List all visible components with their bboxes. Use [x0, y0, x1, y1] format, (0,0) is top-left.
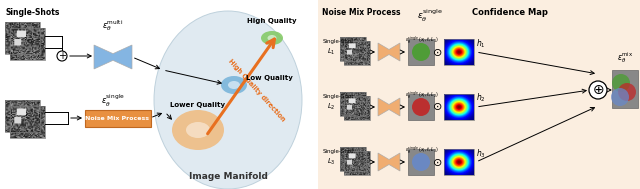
Text: Lower Quality: Lower Quality [170, 102, 225, 108]
Bar [340, 147, 366, 171]
Ellipse shape [186, 122, 210, 138]
Circle shape [612, 74, 630, 92]
Text: $\epsilon_\theta^{\mathrm{multi}}$: $\epsilon_\theta^{\mathrm{multi}}$ [102, 18, 124, 33]
Ellipse shape [268, 35, 276, 41]
Ellipse shape [228, 81, 240, 89]
Text: Single-Shot: Single-Shot [323, 149, 355, 154]
Text: $h_1$: $h_1$ [476, 37, 486, 50]
Bar [340, 37, 366, 61]
Text: Noise Mix Process: Noise Mix Process [85, 115, 149, 121]
Ellipse shape [261, 31, 283, 45]
Bar [5, 100, 40, 132]
Bar [444, 39, 474, 65]
Polygon shape [378, 153, 400, 171]
Circle shape [618, 83, 636, 101]
Circle shape [412, 153, 430, 171]
Text: Single-Shots: Single-Shots [5, 8, 60, 17]
Circle shape [589, 81, 607, 99]
Circle shape [611, 88, 629, 106]
Bar [344, 96, 370, 120]
Text: High Quality direction: High Quality direction [227, 58, 285, 122]
Polygon shape [378, 98, 400, 116]
Bar [340, 92, 366, 116]
Polygon shape [378, 43, 400, 61]
Text: High Quality: High Quality [247, 18, 297, 24]
Text: $\epsilon_\theta^{\mathrm{single}}$: $\epsilon_\theta^{\mathrm{single}}$ [417, 8, 443, 24]
Text: Single-Shot: Single-Shot [323, 94, 355, 99]
Text: $\epsilon_\theta^{\mathrm{single}}(x_i,t,L_1)$: $\epsilon_\theta^{\mathrm{single}}(x_i,t… [404, 35, 439, 46]
Text: Image Manifold: Image Manifold [189, 172, 268, 181]
Bar [408, 39, 434, 65]
Text: $h_3$: $h_3$ [476, 147, 486, 160]
Ellipse shape [172, 110, 224, 150]
Text: +: + [58, 51, 66, 61]
Text: $L_2$: $L_2$ [327, 102, 335, 112]
Ellipse shape [154, 11, 302, 189]
Text: $\odot$: $\odot$ [432, 46, 442, 57]
Bar [318, 0, 640, 189]
FancyBboxPatch shape [84, 109, 150, 126]
Text: $\epsilon_\theta^{\mathrm{mix}}$: $\epsilon_\theta^{\mathrm{mix}}$ [617, 50, 633, 65]
Text: $L_3$: $L_3$ [327, 157, 335, 167]
Bar [344, 41, 370, 65]
Text: $\odot$: $\odot$ [432, 156, 442, 167]
Bar [10, 28, 45, 60]
Text: $L_1$: $L_1$ [327, 47, 335, 57]
Bar [10, 106, 45, 138]
Text: Single-Shot: Single-Shot [323, 39, 355, 44]
Bar [612, 70, 638, 108]
Polygon shape [94, 45, 132, 69]
Bar [344, 151, 370, 175]
Bar [0, 0, 318, 189]
Text: Low Quality: Low Quality [246, 75, 293, 81]
Text: Noise Mix Process: Noise Mix Process [322, 8, 401, 17]
Text: Confidence Map: Confidence Map [472, 8, 548, 17]
Circle shape [412, 43, 430, 61]
Bar [408, 149, 434, 175]
Bar [444, 94, 474, 120]
Bar [408, 94, 434, 120]
Text: $\odot$: $\odot$ [432, 101, 442, 112]
Text: $\epsilon_\theta^{\mathrm{single}}$: $\epsilon_\theta^{\mathrm{single}}$ [101, 93, 125, 109]
Bar [444, 149, 474, 175]
Ellipse shape [221, 76, 247, 94]
Bar [5, 22, 40, 54]
Text: $h_2$: $h_2$ [476, 92, 486, 105]
Text: $\oplus$: $\oplus$ [592, 83, 604, 97]
Circle shape [57, 51, 67, 61]
Text: $\epsilon_\theta^{\mathrm{single}}(x_i,t,L_2)$: $\epsilon_\theta^{\mathrm{single}}(x_i,t… [404, 90, 439, 101]
Text: $\epsilon_\theta^{\mathrm{single}}(x_i,t,L_3)$: $\epsilon_\theta^{\mathrm{single}}(x_i,t… [404, 145, 439, 156]
Circle shape [412, 98, 430, 116]
